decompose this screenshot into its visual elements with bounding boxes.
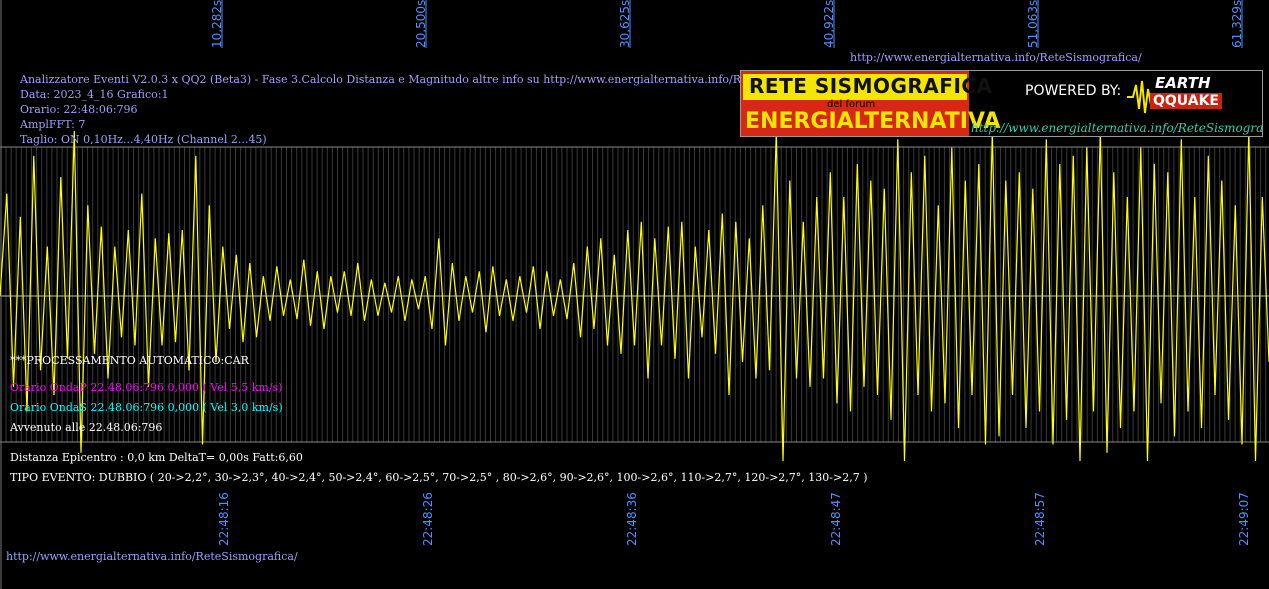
s-wave-time: Orario OndaS 22.48.06:796 0,000 ( Vel 3,… (10, 401, 283, 414)
header-time: Orario: 22:48:06:796 (20, 103, 138, 116)
logo-brand-quake: QQUAKE (1150, 93, 1222, 109)
processing-status: ***PROCESSAMENTO AUTOMATICO:CAR (10, 354, 249, 367)
event-time: Avvenuto alle 22.48.06:796 (10, 421, 163, 434)
top-url[interactable]: http://www.energialternativa.info/ReteSi… (850, 51, 1142, 64)
top-tick-label: 30,625s (618, 0, 632, 48)
top-tick-label: 40,922s (822, 0, 836, 48)
logo-powered-by: POWERED BY: (1025, 83, 1122, 99)
logo-title: RETE SISMOGRAFICA (749, 74, 993, 98)
p-wave-time: Orario OndaP 22.48.06:796 0,000 ( Vel 5,… (10, 381, 283, 394)
bottom-tick-label: 22:49:07 (1237, 492, 1251, 546)
bottom-tick-label: 22:48:36 (625, 492, 639, 546)
bottom-tick-label: 22:48:57 (1033, 492, 1047, 546)
logo-subtitle: del forum (827, 99, 876, 110)
top-tick-label: 61,329s (1230, 0, 1244, 48)
vertical-grid (5, 147, 1267, 442)
top-tick-label: 10,282s (210, 0, 224, 48)
signal-trace (0, 130, 1269, 462)
top-tick-label: 51,063s (1026, 0, 1040, 48)
header-filter: Taglio: ON 0,10Hz...4,40Hz (Channel 2...… (20, 133, 267, 146)
bottom-tick-label: 22:48:16 (217, 492, 231, 546)
header-ampl: AmplFFT: 7 (20, 118, 86, 131)
logo-url[interactable]: http://www.energialternativa.info/ReteSi… (971, 121, 1263, 135)
logo-forum-name: ENERGIALTERNATIVA (745, 109, 1001, 134)
top-tick-label: 20,500s (414, 0, 428, 48)
header-date: Data: 2023_4_16 Grafico:1 (20, 88, 169, 101)
tick-marks (221, 0, 1243, 48)
epicenter-distance: Distanza Epicentro : 0,0 km DeltaT= 0,00… (10, 451, 303, 464)
logo-yellow-band (743, 74, 967, 100)
footer-url[interactable]: http://www.energialternativa.info/ReteSi… (6, 550, 298, 563)
bottom-tick-label: 22:48:47 (829, 492, 843, 546)
header-title: Analizzatore Eventi V2.0.3 x QQ2 (Beta3)… (20, 73, 786, 86)
network-logo[interactable]: RETE SISMOGRAFICA del forum ENERGIALTERN… (740, 70, 1263, 137)
bottom-tick-label: 22:48:26 (421, 492, 435, 546)
event-type: TIPO EVENTO: DUBBIO ( 20->2,2°, 30->2,3°… (10, 471, 868, 484)
logo-brand-earth: EARTH (1155, 74, 1211, 92)
